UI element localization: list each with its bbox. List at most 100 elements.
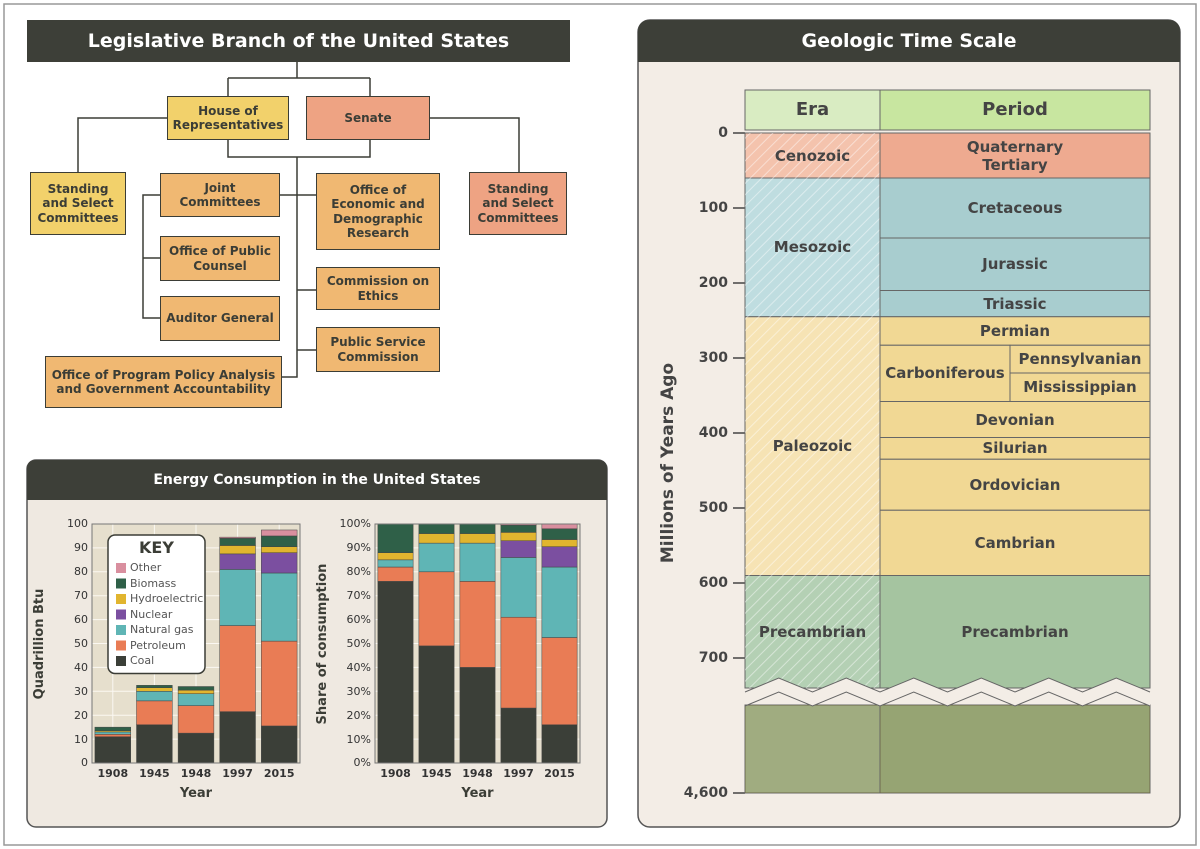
x-tick-label: 2015 bbox=[544, 767, 575, 781]
y-tick-label: 70% bbox=[346, 589, 371, 603]
bar-segment bbox=[377, 523, 414, 553]
org-node: Auditor General bbox=[160, 296, 280, 341]
bar-segment bbox=[219, 553, 256, 570]
bar-segment bbox=[261, 529, 298, 537]
x-tick-label: 1908 bbox=[380, 767, 411, 781]
org-node: Standing and Select Committees bbox=[469, 172, 567, 235]
bar-segment bbox=[94, 726, 131, 731]
x-tick-label: 1997 bbox=[222, 767, 253, 781]
period-label: Precambrian bbox=[961, 622, 1069, 641]
legend-label: Nuclear bbox=[130, 607, 173, 621]
org-title: Legislative Branch of the United States bbox=[87, 29, 510, 52]
legend-swatch bbox=[116, 594, 126, 604]
bar-segment bbox=[541, 546, 578, 568]
geo-body bbox=[733, 132, 1151, 794]
bar-segment bbox=[219, 536, 256, 539]
bar-segment bbox=[459, 542, 496, 582]
bar-segment bbox=[541, 528, 578, 540]
bar-segment bbox=[377, 581, 414, 764]
bar-segment bbox=[459, 533, 496, 544]
legend-label: Natural gas bbox=[130, 623, 194, 637]
org-node: Office of Economic and Demographic Resea… bbox=[316, 173, 440, 250]
era-label: Mesozoic bbox=[773, 238, 852, 257]
bar-segment bbox=[177, 689, 215, 694]
period bbox=[879, 575, 1151, 689]
bar-segment bbox=[177, 686, 215, 691]
y-tick-label: 50 bbox=[74, 636, 88, 650]
org-node: House of Representatives bbox=[167, 96, 289, 140]
break-edge bbox=[744, 677, 1151, 693]
bar-segment bbox=[94, 734, 131, 737]
y-tick-label: 600 bbox=[698, 574, 728, 591]
bar-segment bbox=[261, 535, 298, 547]
y-tick-label: 50% bbox=[346, 636, 371, 650]
x-tick-label: 1948 bbox=[180, 767, 212, 781]
period-label: Quaternary Tertiary bbox=[966, 137, 1064, 174]
y-axis-label: Share of consumption bbox=[315, 563, 331, 724]
y-tick-label: 60% bbox=[346, 613, 371, 626]
x-axis-label: Year bbox=[179, 786, 213, 802]
bar-segment bbox=[500, 557, 537, 618]
period-label: Permian bbox=[979, 322, 1051, 340]
y-tick-label: 0 bbox=[718, 124, 728, 141]
bar-segment bbox=[541, 724, 578, 764]
bar-segment bbox=[377, 566, 414, 582]
y-tick-label: 700 bbox=[698, 649, 728, 666]
break-shade bbox=[745, 705, 880, 793]
x-tick-label: 1948 bbox=[462, 767, 493, 781]
period-header: Period bbox=[982, 99, 1048, 121]
y-tick-label: 30 bbox=[74, 684, 88, 698]
energy-banner bbox=[27, 460, 607, 500]
period bbox=[879, 290, 1151, 318]
bar-segment bbox=[418, 523, 455, 534]
period-label: Silurian bbox=[982, 439, 1048, 458]
x-tick-label: 1908 bbox=[97, 767, 129, 781]
x-tick-label: 1945 bbox=[139, 767, 170, 781]
y-tick-label: 10% bbox=[346, 732, 371, 746]
org-connectors bbox=[77, 62, 520, 378]
bar-segment bbox=[459, 523, 496, 534]
y-axis-label: Quadrillion Btu bbox=[32, 588, 48, 699]
bar-segment bbox=[541, 523, 578, 530]
bar-segment bbox=[136, 700, 173, 726]
bar-segment bbox=[219, 625, 256, 712]
y-tick-label: 10 bbox=[74, 732, 88, 746]
period-label: Devonian bbox=[975, 410, 1055, 429]
legend-swatch bbox=[116, 656, 126, 666]
legend-swatch bbox=[116, 578, 126, 589]
energy-title: Energy Consumption in the United States bbox=[153, 471, 481, 488]
bar-segment bbox=[500, 540, 537, 558]
org-node: Public Service Commission bbox=[316, 327, 440, 372]
bar-segment bbox=[94, 731, 131, 735]
legend-label: Biomass bbox=[130, 576, 177, 590]
legend-title: KEY bbox=[139, 538, 174, 558]
y-tick-label: 300 bbox=[698, 349, 728, 366]
y-tick-label: 80% bbox=[346, 565, 371, 579]
bar-segment bbox=[261, 546, 298, 553]
period-label: Triassic bbox=[983, 294, 1047, 313]
period bbox=[879, 458, 1151, 511]
bar-segment bbox=[500, 524, 537, 533]
org-node: Joint Committees bbox=[160, 173, 280, 217]
era-header: Era bbox=[795, 99, 830, 121]
bar-segment bbox=[418, 542, 455, 573]
x-tick-label: 2015 bbox=[263, 767, 295, 781]
y-tick-label: 500 bbox=[698, 499, 728, 516]
legend-swatch bbox=[116, 640, 126, 651]
x-tick-label: 1945 bbox=[421, 767, 452, 781]
x-axis-label: Year bbox=[461, 786, 494, 802]
era-hatch bbox=[745, 133, 880, 688]
legend-box bbox=[107, 534, 206, 675]
period-label: Carboniferous bbox=[885, 364, 1005, 383]
bar-segment bbox=[219, 545, 256, 555]
subperiod bbox=[1009, 344, 1151, 374]
y-tick-label: 100 bbox=[698, 199, 728, 216]
geo-banner bbox=[638, 20, 1180, 62]
bar-segment bbox=[459, 667, 496, 764]
energy-plots bbox=[91, 523, 581, 764]
era-header-cell bbox=[744, 89, 881, 131]
bar-segment bbox=[261, 552, 298, 574]
bar-segment bbox=[418, 533, 455, 544]
